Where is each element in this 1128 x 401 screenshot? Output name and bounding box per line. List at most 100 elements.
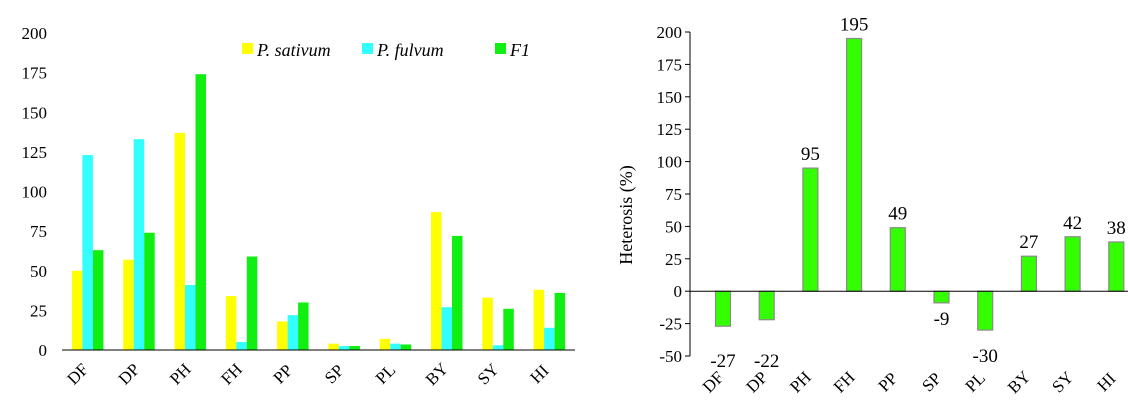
left-x-axis: DF DP PH FH PP SP PL BY SY HI	[62, 349, 575, 389]
left-bar-sy-3	[503, 308, 514, 350]
left-bar-ph-1	[174, 132, 185, 350]
right-bar-pp	[889, 227, 906, 292]
right-bar-sy	[1064, 236, 1081, 292]
right-y-tick-label: 50	[665, 217, 682, 236]
left-y-axis: 0 25 50 75 100 125 150 175 200	[22, 24, 48, 360]
left-bars-group	[71, 74, 566, 351]
right-y-axis: -50 -25 0 25 50 75 100 125 150 175 200	[657, 23, 691, 366]
left-legend-label-3: F1	[509, 40, 530, 60]
left-y-tick-label: 125	[22, 143, 48, 162]
right-y-tick-label: 175	[657, 55, 683, 74]
right-y-axis-title: Heterosis (%)	[616, 165, 637, 264]
right-y-tick-label: 150	[657, 88, 683, 107]
left-y-tick-label: 50	[30, 262, 47, 281]
right-x-tick-label: SY	[1048, 368, 1077, 397]
right-bar-by	[1020, 255, 1038, 292]
right-y-tick-label: 25	[665, 250, 682, 269]
right-bar-dp	[758, 290, 775, 321]
left-x-tick-label: FH	[217, 360, 246, 389]
right-data-label: -30	[973, 346, 998, 367]
right-bar-ph	[802, 167, 819, 292]
left-bar-by-3	[452, 235, 463, 350]
left-x-tick-label: BY	[422, 359, 452, 389]
right-data-labels: -27 -22 95 195 49 -9 -30 27 42 38	[710, 14, 1125, 372]
right-data-label: -27	[710, 351, 735, 372]
left-bar-ph-3	[195, 74, 206, 351]
right-bar-df	[714, 290, 732, 327]
left-bar-by-1	[431, 212, 442, 350]
right-y-tick-label: 125	[657, 120, 683, 139]
right-bar-pl	[977, 290, 994, 331]
right-data-label: 42	[1063, 213, 1082, 234]
left-bar-fh-1	[225, 296, 237, 350]
left-bar-df-2	[82, 155, 93, 350]
left-bar-pp-2	[287, 315, 299, 350]
left-bar-sy-2	[492, 345, 504, 350]
right-bar-fh	[845, 37, 863, 292]
left-bar-chart: 0 25 50 75 100 125 150 175 200 DF DP PH FH PP SP PL BY S…	[22, 24, 575, 389]
left-bar-sy-1	[482, 297, 493, 350]
right-x-tick-label: DP	[742, 368, 771, 397]
left-bar-hi-2	[544, 327, 555, 350]
left-x-tick-label: DP	[115, 360, 144, 389]
left-bar-sp-2	[338, 346, 350, 350]
right-y-tick-label: 0	[674, 282, 683, 301]
left-x-tick-label: SP	[321, 361, 348, 388]
left-legend-swatch-3	[495, 43, 506, 54]
left-x-tick-label: HI	[526, 361, 552, 387]
left-bar-fh-2	[236, 342, 247, 350]
right-x-tick-label: FH	[830, 368, 859, 397]
left-y-tick-label: 200	[22, 24, 48, 43]
right-data-label: 27	[1019, 232, 1038, 253]
left-bar-sp-1	[328, 343, 339, 350]
right-data-label: 38	[1107, 218, 1126, 239]
left-bar-pl-2	[390, 343, 401, 350]
left-legend-label-2: P. fulvum	[376, 40, 444, 60]
right-x-tick-label: PP	[875, 369, 902, 396]
right-y-tick-label: 75	[665, 185, 682, 204]
right-bar-sp	[933, 290, 950, 304]
left-y-tick-label: 150	[22, 103, 48, 122]
left-y-tick-label: 25	[30, 301, 47, 320]
left-bar-df-3	[92, 250, 104, 350]
right-data-label: 195	[840, 14, 869, 35]
left-legend-swatch-2	[362, 43, 373, 54]
left-x-tick-label: PP	[270, 361, 297, 388]
left-y-tick-label: 100	[22, 183, 48, 202]
left-x-tick-label: DF	[63, 360, 92, 389]
right-x-tick-label: DF	[699, 368, 728, 397]
left-bar-pp-1	[277, 321, 288, 350]
right-data-label: -9	[934, 309, 950, 330]
left-bar-sp-3	[349, 346, 360, 350]
left-bar-pl-1	[379, 338, 391, 350]
right-data-label: 95	[801, 144, 820, 165]
right-data-label: -22	[754, 351, 779, 372]
right-x-axis: DF DP PH FH PP SP PL BY SY HI	[690, 290, 1128, 397]
left-x-tick-label: PH	[166, 360, 195, 389]
left-bar-dp-3	[144, 232, 155, 350]
right-x-tick-label: BY	[1004, 367, 1034, 397]
left-bar-ph-2	[185, 285, 196, 350]
left-y-tick-label: 75	[30, 222, 47, 241]
right-bars-group	[714, 37, 1125, 331]
left-x-tick-label: PL	[372, 360, 399, 387]
right-y-tick-label: -25	[659, 315, 682, 334]
left-bar-dp-1	[123, 259, 134, 350]
left-y-tick-label: 175	[22, 64, 48, 83]
left-legend-swatch-1	[242, 43, 253, 54]
left-bar-fh-3	[246, 256, 258, 350]
left-legend: P. sativum P. fulvum F1	[242, 40, 530, 60]
right-bar-chart: Heterosis (%) -50 -25 0 25 50 75 100 125 150 175 2…	[616, 14, 1128, 397]
right-x-tick-label: PL	[962, 368, 989, 395]
right-x-tick-label: SP	[918, 369, 945, 396]
left-bar-hi-1	[533, 289, 545, 350]
left-bar-pp-3	[298, 302, 309, 350]
right-y-tick-label: 200	[657, 23, 683, 42]
right-x-tick-label: PH	[786, 368, 815, 397]
left-x-tick-label: SY	[474, 360, 503, 389]
left-bar-dp-2	[133, 139, 145, 350]
left-bar-df-1	[71, 270, 83, 350]
right-bar-hi	[1108, 241, 1125, 292]
left-bar-by-2	[441, 307, 452, 350]
